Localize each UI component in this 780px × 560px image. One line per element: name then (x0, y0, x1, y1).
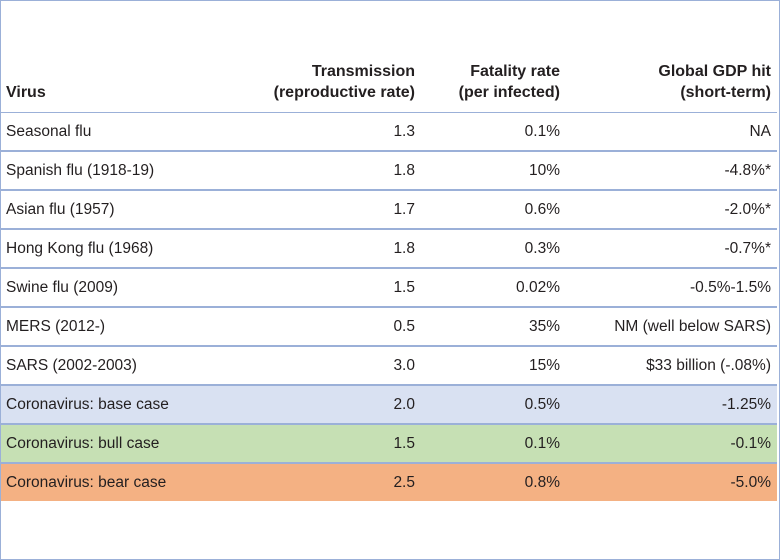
cell-fatality: 0.3% (421, 229, 566, 269)
cell-fatality: 0.6% (421, 190, 566, 230)
header-row: Virus Transmission (reproductive rate) F… (1, 1, 777, 113)
cell-transmission: 1.5 (251, 424, 421, 464)
header-gdp-line2: (short-term) (680, 84, 771, 101)
cell-transmission: 1.5 (251, 268, 421, 308)
header-fatality-line2: (per infected) (458, 84, 560, 101)
cell-gdp: -0.1% (566, 424, 777, 464)
header-fatality-line1: Fatality rate (470, 63, 560, 80)
cell-virus: Coronavirus: bull case (1, 424, 251, 464)
cell-transmission: 2.5 (251, 463, 421, 501)
cell-virus: MERS (2012-) (1, 307, 251, 347)
cell-gdp: $33 billion (-.08%) (566, 346, 777, 386)
cell-transmission: 2.0 (251, 385, 421, 425)
cell-transmission: 3.0 (251, 346, 421, 386)
cell-gdp: NM (well below SARS) (566, 307, 777, 347)
cell-fatality: 0.5% (421, 385, 566, 425)
header-virus-label: Virus (6, 84, 46, 101)
header-transmission-line1: Transmission (311, 63, 415, 80)
table-row: Asian flu (1957) 1.7 0.6% -2.0%* (1, 190, 777, 230)
header-gdp-line1: Global GDP hit (658, 63, 771, 80)
cell-virus: Hong Kong flu (1968) (1, 229, 251, 269)
header-transmission-line2: (reproductive rate) (273, 84, 415, 101)
cell-gdp: -0.5%-1.5% (566, 268, 777, 308)
cell-fatality: 0.1% (421, 112, 566, 152)
table-row: Spanish flu (1918-19) 1.8 10% -4.8%* (1, 151, 777, 191)
cell-virus: Spanish flu (1918-19) (1, 151, 251, 191)
cell-fatality: 10% (421, 151, 566, 191)
header-transmission: Transmission (reproductive rate) (251, 1, 421, 113)
cell-gdp: -2.0%* (566, 190, 777, 230)
cell-virus: Coronavirus: base case (1, 385, 251, 425)
cell-gdp: -4.8%* (566, 151, 777, 191)
cell-fatality: 35% (421, 307, 566, 347)
table-row: MERS (2012-) 0.5 35% NM (well below SARS… (1, 307, 777, 347)
table-row: SARS (2002-2003) 3.0 15% $33 billion (-.… (1, 346, 777, 386)
cell-virus: Swine flu (2009) (1, 268, 251, 308)
table-row-coronavirus-bear: Coronavirus: bear case 2.5 0.8% -5.0% (1, 463, 777, 501)
cell-transmission: 1.7 (251, 190, 421, 230)
header-virus: Virus (1, 1, 251, 113)
cell-transmission: 1.8 (251, 229, 421, 269)
cell-virus: Coronavirus: bear case (1, 463, 251, 501)
cell-fatality: 15% (421, 346, 566, 386)
cell-transmission: 0.5 (251, 307, 421, 347)
cell-virus: Seasonal flu (1, 112, 251, 152)
table-header: Virus Transmission (reproductive rate) F… (1, 1, 777, 113)
table-row: Hong Kong flu (1968) 1.8 0.3% -0.7%* (1, 229, 777, 269)
cell-gdp: -0.7%* (566, 229, 777, 269)
cell-virus: SARS (2002-2003) (1, 346, 251, 386)
virus-comparison-table: Virus Transmission (reproductive rate) F… (1, 1, 777, 501)
cell-transmission: 1.3 (251, 112, 421, 152)
header-fatality: Fatality rate (per infected) (421, 1, 566, 113)
cell-fatality: 0.02% (421, 268, 566, 308)
cell-transmission: 1.8 (251, 151, 421, 191)
cell-virus: Asian flu (1957) (1, 190, 251, 230)
table-row: Seasonal flu 1.3 0.1% NA (1, 112, 777, 152)
cell-fatality: 0.8% (421, 463, 566, 501)
table-row-coronavirus-bull: Coronavirus: bull case 1.5 0.1% -0.1% (1, 424, 777, 464)
cell-gdp: NA (566, 112, 777, 152)
table-row-coronavirus-base: Coronavirus: base case 2.0 0.5% -1.25% (1, 385, 777, 425)
table-body: Seasonal flu 1.3 0.1% NA Spanish flu (19… (1, 112, 777, 501)
cell-gdp: -5.0% (566, 463, 777, 501)
header-gdp: Global GDP hit (short-term) (566, 1, 777, 113)
cell-fatality: 0.1% (421, 424, 566, 464)
table-row: Swine flu (2009) 1.5 0.02% -0.5%-1.5% (1, 268, 777, 308)
cell-gdp: -1.25% (566, 385, 777, 425)
